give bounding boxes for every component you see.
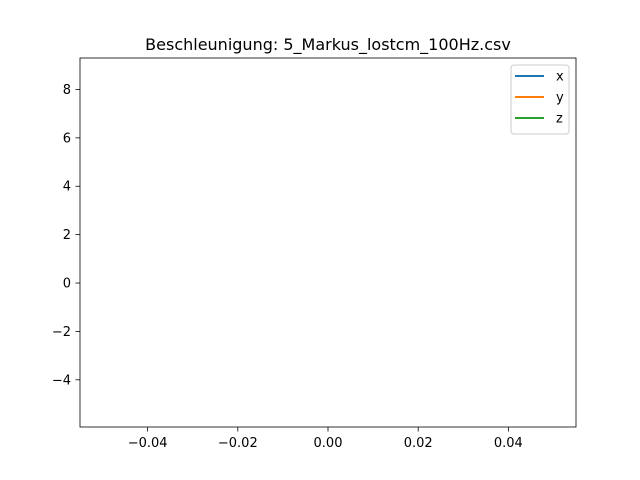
y-axis: −4 −2 0 2 4 6 8 [52, 83, 80, 388]
y-tick-label: 0 [63, 277, 71, 292]
y-tick-label: −2 [52, 325, 71, 340]
y-tick-label: −4 [52, 373, 71, 388]
x-tick-label: 0.00 [314, 436, 343, 451]
y-tick-label: 8 [63, 83, 71, 98]
x-axis: −0.04 −0.02 0.00 0.02 0.04 [128, 427, 523, 451]
x-tick-label: 0.02 [404, 436, 433, 451]
chart-title: Beschleunigung: 5_Markus_lostcm_100Hz.cs… [145, 35, 511, 55]
legend-box [510, 64, 570, 135]
x-tick-label: 0.04 [494, 436, 523, 451]
y-tick-label: 4 [63, 180, 71, 195]
x-tick-label: −0.04 [128, 436, 168, 451]
legend-label-y: y [556, 91, 564, 106]
legend-label-x: x [556, 70, 564, 85]
x-tick-label: −0.02 [218, 436, 258, 451]
legend-label-z: z [556, 112, 563, 127]
y-tick-label: 6 [63, 131, 71, 146]
y-tick-label: 2 [63, 228, 71, 243]
legend: xyz [510, 64, 570, 135]
